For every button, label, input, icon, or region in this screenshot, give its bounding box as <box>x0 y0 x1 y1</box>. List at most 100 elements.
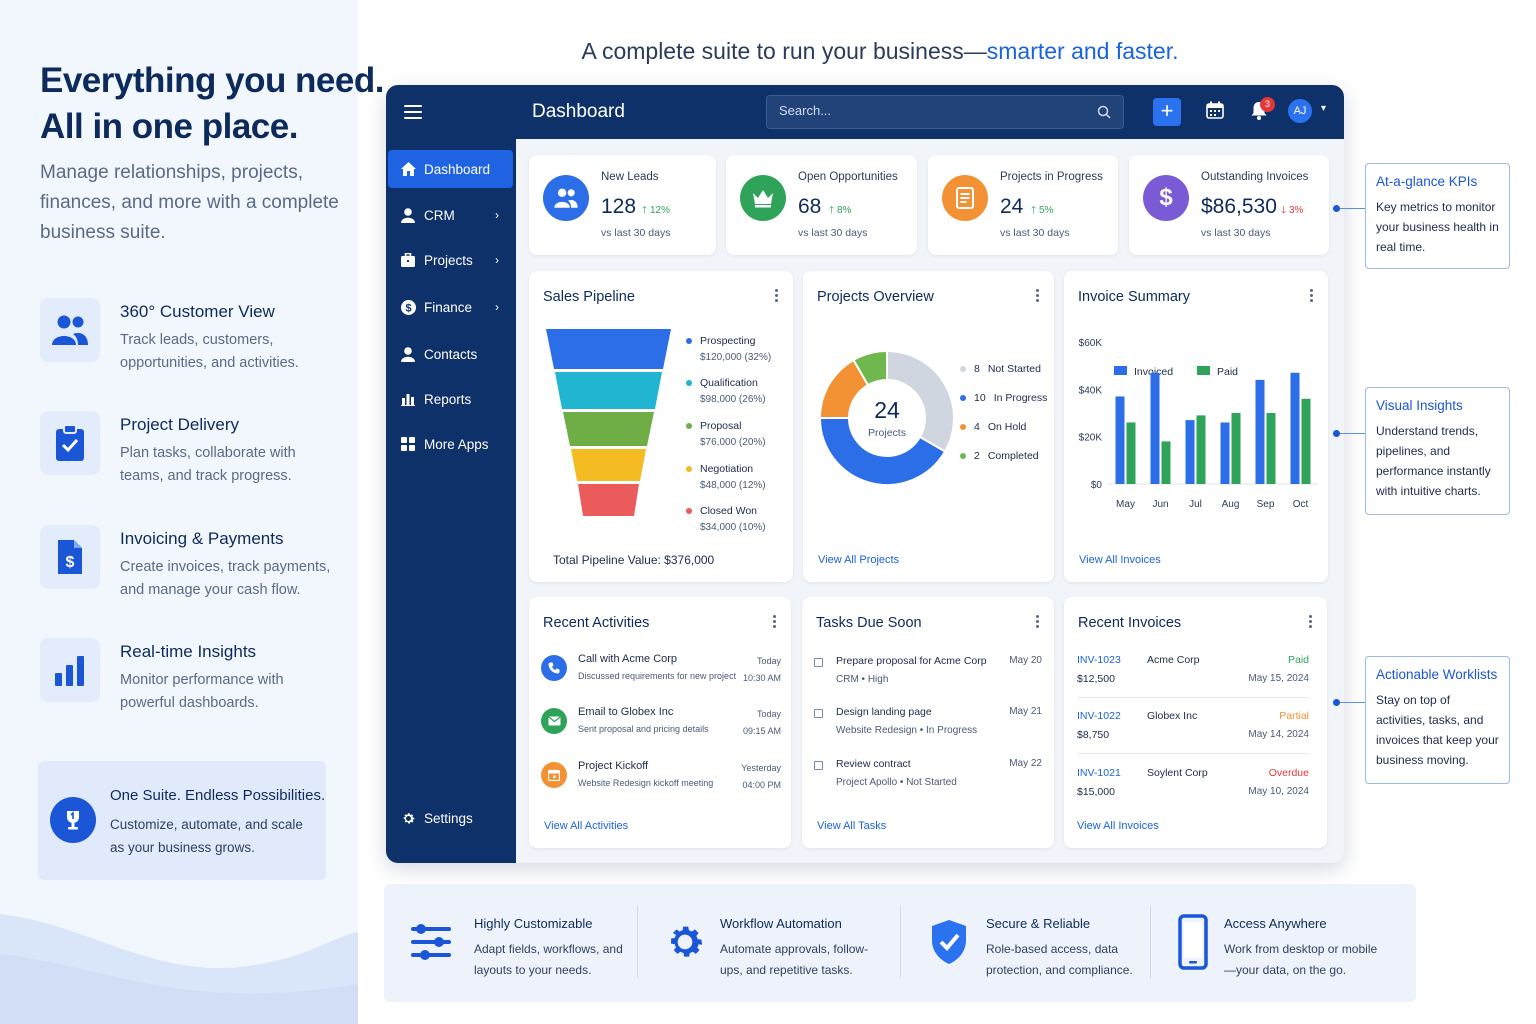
task-meta: CRM • High <box>836 674 889 685</box>
suite-title: One Suite. Endless Possibilities. <box>110 787 326 804</box>
callout-title: At-a-glance KPIs <box>1376 174 1478 189</box>
user-icon <box>400 207 416 223</box>
sidebar-item-contacts[interactable]: Contacts <box>388 335 513 373</box>
sidebar-item-dashboard[interactable]: Dashboard <box>388 150 513 188</box>
invoice-row[interactable]: INV-1023 Acme Corp $12,500 Paid May 15, … <box>1077 654 1309 702</box>
divider <box>1077 697 1309 698</box>
bar-invoiced-oct <box>1290 372 1300 484</box>
view-all-invoices-link[interactable]: View All Invoices <box>1079 554 1161 566</box>
task-title: Prepare proposal for Acme Corp <box>836 655 987 667</box>
feature-title: 360° Customer View <box>120 302 275 321</box>
invoice-amount: $15,000 <box>1077 786 1115 798</box>
calendar-icon[interactable] <box>1206 101 1224 124</box>
task-meta: Website Redesign • In Progress <box>836 725 978 736</box>
sidebar-item-label: Contacts <box>424 346 478 362</box>
x-tick-label: Sep <box>1257 499 1275 510</box>
more-options-icon[interactable] <box>1309 615 1313 628</box>
card-title: Recent Activities <box>543 615 650 631</box>
benefit-automation: Workflow Automation Automate approvals, … <box>660 884 900 1002</box>
x-tick-label: Jun <box>1152 499 1168 510</box>
kpi-change: 🡑 5% <box>1031 205 1054 216</box>
sidebar-item-label: CRM <box>424 207 455 223</box>
activity-item[interactable]: Call with Acme Corp Discussed requiremen… <box>541 653 781 693</box>
benefit-title: Access Anywhere <box>1224 916 1327 931</box>
view-all-tasks-link[interactable]: View All Tasks <box>817 820 887 832</box>
task-checkbox[interactable] <box>814 709 823 718</box>
task-item[interactable]: Design landing page Website Redesign • I… <box>814 706 1042 746</box>
recent-activities-card: Recent Activities Call with Acme Corp Di… <box>529 597 791 848</box>
kpi-value: 68 <box>798 195 822 218</box>
page-title: Dashboard <box>532 101 625 122</box>
avatar[interactable]: AJ <box>1288 99 1312 123</box>
invoice-row[interactable]: INV-1022 Globex Inc $8,750 Partial May 1… <box>1077 710 1309 758</box>
svg-text:$: $ <box>66 554 75 571</box>
view-all-activities-link[interactable]: View All Activities <box>544 820 629 832</box>
search-input[interactable] <box>779 103 1079 118</box>
task-meta: Project Apollo • Not Started <box>836 777 957 788</box>
invoice-number[interactable]: INV-1023 <box>1077 654 1121 666</box>
funnel-stage-prospecting <box>546 329 671 369</box>
hamburger-menu-icon[interactable] <box>404 105 422 119</box>
legend-swatch <box>1114 366 1127 375</box>
mail-icon <box>541 708 567 734</box>
more-options-icon[interactable] <box>773 615 777 628</box>
pipeline-legend-item: Prospecting $120,000 (32%) <box>686 335 771 363</box>
more-options-icon[interactable] <box>775 289 779 302</box>
arrow-up-icon: 🡑 <box>1031 205 1037 216</box>
task-checkbox[interactable] <box>814 761 823 770</box>
invoice-number[interactable]: INV-1022 <box>1077 710 1121 722</box>
callout-kpis: At-a-glance KPIs Key metrics to monitor … <box>1365 163 1510 269</box>
kpi-card-open-opportunities[interactable]: Open Opportunities 68 🡑 8% vs last 30 da… <box>726 155 917 255</box>
task-item[interactable]: Prepare proposal for Acme Corp CRM • Hig… <box>814 655 1042 695</box>
feature-title: Project Delivery <box>120 415 240 434</box>
arrow-down-icon: 🡓 <box>1281 205 1287 216</box>
funnel-stage-proposal <box>563 412 654 446</box>
sidebar-item-projects[interactable]: Projects › <box>388 241 513 279</box>
bar-invoiced-jul <box>1185 420 1195 484</box>
home-icon <box>400 161 416 177</box>
benefit-title: Highly Customizable <box>474 916 593 931</box>
activity-item[interactable]: Project Kickoff Website Redesign kickoff… <box>541 760 781 800</box>
feature-desc: Plan tasks, collaborate with teams, and … <box>120 445 296 484</box>
chevron-down-icon[interactable]: ▾ <box>1321 103 1327 114</box>
invoice-amount: $12,500 <box>1077 673 1115 685</box>
projects-legend-item: 4 On Hold <box>960 421 1026 433</box>
task-date: May 20 <box>1009 655 1042 666</box>
callout-connector <box>1333 205 1366 212</box>
activity-item[interactable]: Email to Globex Inc Sent proposal and pr… <box>541 706 781 746</box>
activity-desc: Sent proposal and pricing details <box>578 724 709 734</box>
kpi-card-new-leads[interactable]: New Leads 128 🡑 12% vs last 30 days <box>529 155 716 255</box>
task-checkbox[interactable] <box>814 658 823 667</box>
more-options-icon[interactable] <box>1036 289 1040 302</box>
sidebar: Dashboard CRM › Projects › $ Finance › C… <box>386 85 516 863</box>
task-item[interactable]: Review contract Project Apollo • Not Sta… <box>814 758 1042 798</box>
pipeline-funnel <box>546 329 671 516</box>
kpi-sub: vs last 30 days <box>1201 227 1271 239</box>
gear-icon <box>660 914 710 970</box>
hero-subtitle: Manage relationships, projects, finances… <box>40 162 339 243</box>
kpi-card-projects-in-progress[interactable]: Projects in Progress 24 🡑 5% vs last 30 … <box>928 155 1118 255</box>
briefcase-icon <box>400 252 416 268</box>
sidebar-item-crm[interactable]: CRM › <box>388 196 513 234</box>
view-all-projects-link[interactable]: View All Projects <box>818 554 900 566</box>
funnel-stage-negotiation <box>571 449 646 481</box>
invoice-row[interactable]: INV-1021 Soylent Corp $15,000 Overdue Ma… <box>1077 767 1309 815</box>
divider <box>1077 753 1309 754</box>
sidebar-item-more-apps[interactable]: More Apps <box>388 425 513 463</box>
sidebar-item-settings[interactable]: Settings <box>388 799 513 837</box>
more-options-icon[interactable] <box>1036 615 1040 628</box>
view-all-invoices-link[interactable]: View All Invoices <box>1077 820 1159 832</box>
invoice-customer: Acme Corp <box>1147 654 1200 666</box>
chevron-right-icon: › <box>495 253 499 267</box>
sidebar-item-reports[interactable]: Reports <box>388 380 513 418</box>
more-options-icon[interactable] <box>1310 289 1314 302</box>
bar-paid-jul <box>1196 415 1206 484</box>
search-icon[interactable] <box>1097 105 1111 124</box>
card-title: Sales Pipeline <box>543 289 635 305</box>
task-title: Review contract <box>836 758 911 770</box>
sidebar-item-finance[interactable]: $ Finance › <box>388 288 513 326</box>
add-new-button[interactable]: + <box>1153 98 1181 126</box>
kpi-card-outstanding-invoices[interactable]: $ Outstanding Invoices $86,530 🡓 3% vs l… <box>1129 155 1329 255</box>
feature-title: Invoicing & Payments <box>120 529 284 548</box>
invoice-number[interactable]: INV-1021 <box>1077 767 1121 779</box>
